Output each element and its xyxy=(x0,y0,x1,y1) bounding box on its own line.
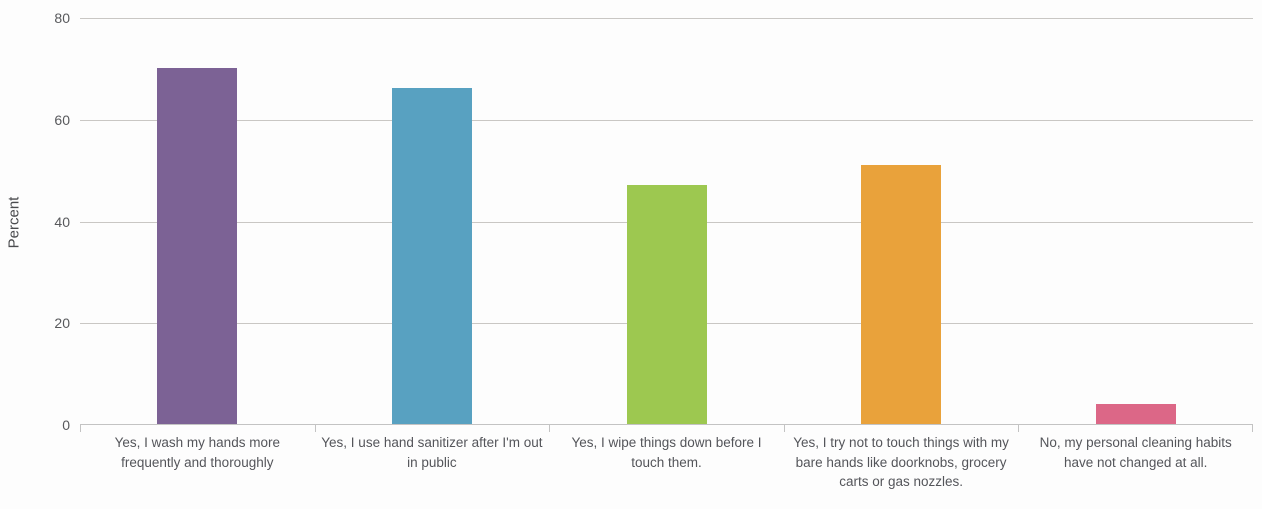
y-tick-label-0: 0 xyxy=(62,417,70,433)
gridline-80 xyxy=(80,18,1253,19)
x-axis-tick-5 xyxy=(1252,424,1253,432)
y-tick-label-80: 80 xyxy=(54,10,70,26)
category-label-0: Yes, I wash my hands more frequently and… xyxy=(114,435,280,470)
x-axis-tick-4 xyxy=(1018,424,1020,432)
bar-3 xyxy=(861,164,942,424)
y-tick-label-60: 60 xyxy=(54,111,70,128)
bar-1 xyxy=(391,88,472,424)
x-axis-tick-3 xyxy=(783,424,785,432)
y-tick-label-40: 40 xyxy=(54,213,70,230)
category-label-4: No, my personal cleaning habits have not… xyxy=(1039,435,1232,470)
x-axis-tick-0 xyxy=(80,424,81,432)
y-tick-label-20: 20 xyxy=(54,315,70,332)
category-label-3: Yes, I try not to touch things with my b… xyxy=(793,435,1009,490)
x-axis-tick-2 xyxy=(549,424,551,432)
category-label-2: Yes, I wipe things down before I touch t… xyxy=(571,435,762,470)
gridline-60 xyxy=(80,119,1253,121)
bar-2 xyxy=(626,184,707,424)
category-label-1: Yes, I use hand sanitizer after I'm out … xyxy=(321,435,543,470)
bar-0 xyxy=(157,67,238,424)
plot-area xyxy=(80,18,1253,432)
bar-4 xyxy=(1095,403,1176,424)
x-axis-tick-1 xyxy=(314,424,316,432)
